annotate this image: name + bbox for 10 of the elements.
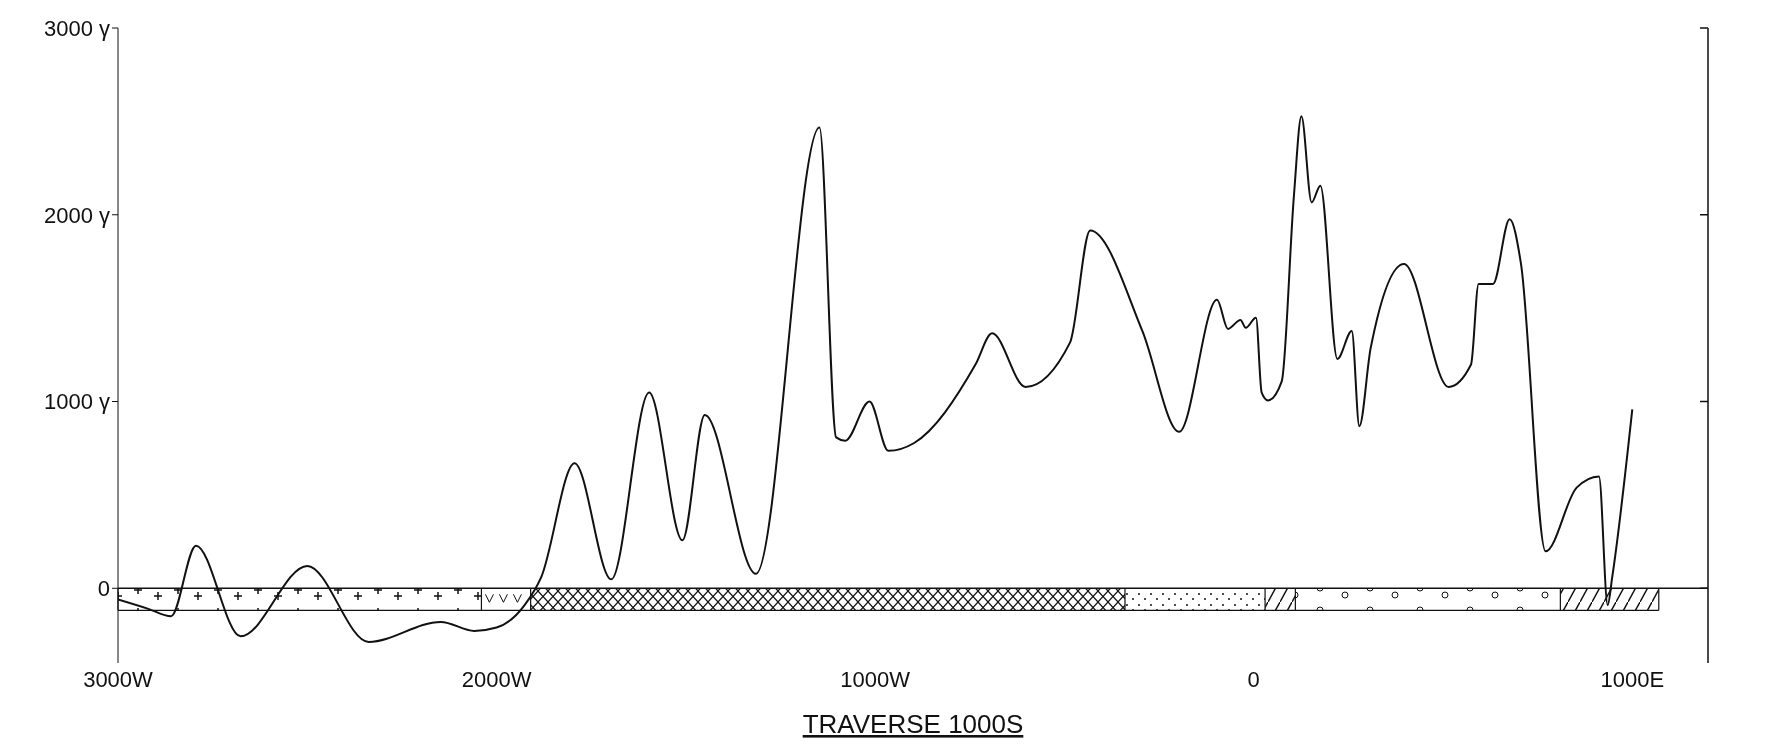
y-tick-label: 0	[97, 576, 110, 602]
x-tick-label: 1000E	[1600, 666, 1665, 692]
x-tick-label: 1000W	[840, 666, 911, 692]
y-tick-label: 3000 γ	[43, 15, 110, 41]
x-tick-label: 3000W	[83, 666, 154, 692]
x-tick-label: 2000W	[461, 666, 532, 692]
y-tick-label: 2000 γ	[43, 202, 110, 228]
x-tick-label: 0	[1247, 666, 1260, 692]
x-axis-title: TRAVERSE 1000S	[802, 709, 1024, 739]
y-tick-label: 1000 γ	[43, 389, 110, 415]
